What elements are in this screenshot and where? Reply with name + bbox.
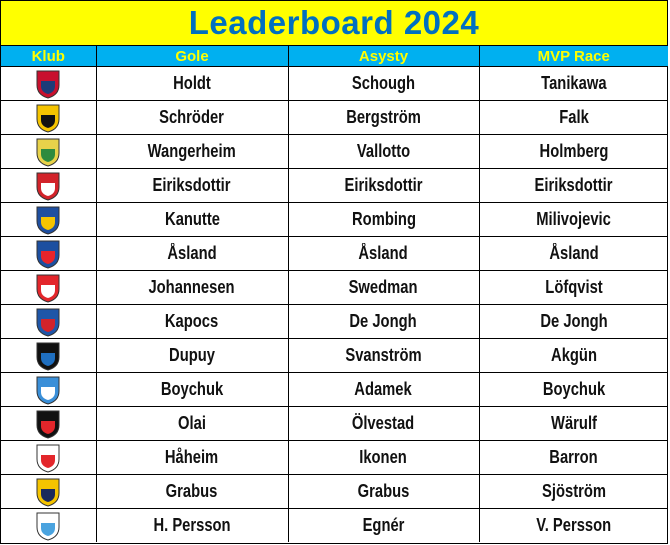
- goals-cell: Holdt: [95, 66, 289, 101]
- mvp-cell: Tanikawa: [478, 66, 668, 101]
- club-cell: [1, 372, 97, 407]
- mvp-cell: Barron: [478, 440, 668, 475]
- mvp-cell: Åsland: [478, 236, 668, 271]
- club-cell: [1, 338, 97, 373]
- goals-cell: Johannesen: [95, 270, 289, 305]
- club-cell: [1, 406, 97, 441]
- fc-rosengard-crest-icon: [36, 70, 60, 99]
- table-row: Eiriksdottir Eiriksdottir Eiriksdottir: [1, 168, 668, 203]
- mvp-cell: De Jongh: [478, 304, 668, 339]
- aik-crest-icon: [36, 478, 60, 507]
- table-row: Kapocs De Jongh De Jongh: [1, 304, 668, 339]
- club-cell: [1, 168, 97, 203]
- mvp-cell: Milivojevic: [478, 202, 668, 237]
- orebro-crest-icon: [36, 444, 60, 473]
- goals-cell: Olai: [95, 406, 289, 441]
- assists-cell: Adamek: [287, 372, 480, 407]
- mvp-cell: Sjöström: [478, 474, 668, 509]
- linkoping-crest-icon: [36, 308, 60, 337]
- leaderboard-table: Klub Gole Asysty MVP Race Holdt Schough …: [1, 46, 668, 542]
- page-title: Leaderboard 2024: [1, 1, 667, 46]
- brommapojkarna-crest-icon: [36, 410, 60, 439]
- table-row: H. Persson Egnér V. Persson: [1, 508, 668, 542]
- assists-cell: De Jongh: [287, 304, 480, 339]
- goals-cell: Boychuk: [95, 372, 289, 407]
- trelleborg-crest-icon: [36, 512, 60, 541]
- vittsjo-crest-icon: [36, 342, 60, 371]
- club-cell: [1, 270, 97, 305]
- assists-cell: Grabus: [287, 474, 480, 509]
- djurgarden-crest-icon: [36, 240, 60, 269]
- mvp-cell: Löfqvist: [478, 270, 668, 305]
- table-row: Schröder Bergström Falk: [1, 100, 668, 135]
- club-cell: [1, 236, 97, 271]
- table-row: Olai Ölvestad Wärulf: [1, 406, 668, 441]
- assists-cell: Egnér: [287, 508, 480, 542]
- club-cell: [1, 202, 97, 237]
- goals-cell: Håheim: [95, 440, 289, 475]
- kristianstad-crest-icon: [36, 172, 60, 201]
- club-cell: [1, 66, 97, 101]
- pitea-crest-icon: [36, 274, 60, 303]
- header-goals: Gole: [95, 46, 289, 67]
- goals-cell: Dupuy: [95, 338, 289, 373]
- assists-cell: Eiriksdottir: [287, 168, 480, 203]
- club-cell: [1, 134, 97, 169]
- goals-cell: Eiriksdottir: [95, 168, 289, 203]
- assists-cell: Vallotto: [287, 134, 480, 169]
- assists-cell: Schough: [287, 66, 480, 101]
- assists-cell: Rombing: [287, 202, 480, 237]
- table-row: Holdt Schough Tanikawa: [1, 66, 668, 101]
- mvp-cell: Holmberg: [478, 134, 668, 169]
- mvp-cell: Akgün: [478, 338, 668, 373]
- table-row: Boychuk Adamek Boychuk: [1, 372, 668, 407]
- table-row: Wangerheim Vallotto Holmberg: [1, 134, 668, 169]
- assists-cell: Svanström: [287, 338, 480, 373]
- table-row: Kanutte Rombing Milivojevic: [1, 202, 668, 237]
- table-row: Håheim Ikonen Barron: [1, 440, 668, 475]
- mvp-cell: Eiriksdottir: [478, 168, 668, 203]
- club-cell: [1, 508, 97, 542]
- mvp-cell: Boychuk: [478, 372, 668, 407]
- goals-cell: Grabus: [95, 474, 289, 509]
- table-row: Grabus Grabus Sjöström: [1, 474, 668, 509]
- header-row: Klub Gole Asysty MVP Race: [1, 46, 668, 67]
- club-cell: [1, 474, 97, 509]
- header-club: Klub: [1, 46, 97, 67]
- goals-cell: Schröder: [95, 100, 289, 135]
- table-row: Dupuy Svanström Akgün: [1, 338, 668, 373]
- hammarby-crest-icon: [36, 138, 60, 167]
- norrkoping-crest-icon: [36, 206, 60, 235]
- hacken-crest-icon: [36, 104, 60, 133]
- mvp-cell: Wärulf: [478, 406, 668, 441]
- goals-cell: Wangerheim: [95, 134, 289, 169]
- assists-cell: Ikonen: [287, 440, 480, 475]
- assists-cell: Swedman: [287, 270, 480, 305]
- vaxjo-crest-icon: [36, 376, 60, 405]
- table-row: Johannesen Swedman Löfqvist: [1, 270, 668, 305]
- club-cell: [1, 100, 97, 135]
- goals-cell: Kanutte: [95, 202, 289, 237]
- assists-cell: Bergström: [287, 100, 480, 135]
- goals-cell: Kapocs: [95, 304, 289, 339]
- header-mvp: MVP Race: [478, 46, 668, 67]
- header-assists: Asysty: [287, 46, 480, 67]
- assists-cell: Åsland: [287, 236, 480, 271]
- goals-cell: Åsland: [95, 236, 289, 271]
- club-cell: [1, 440, 97, 475]
- assists-cell: Ölvestad: [287, 406, 480, 441]
- club-cell: [1, 304, 97, 339]
- mvp-cell: V. Persson: [478, 508, 668, 542]
- goals-cell: H. Persson: [95, 508, 289, 542]
- table-row: Åsland Åsland Åsland: [1, 236, 668, 271]
- mvp-cell: Falk: [478, 100, 668, 135]
